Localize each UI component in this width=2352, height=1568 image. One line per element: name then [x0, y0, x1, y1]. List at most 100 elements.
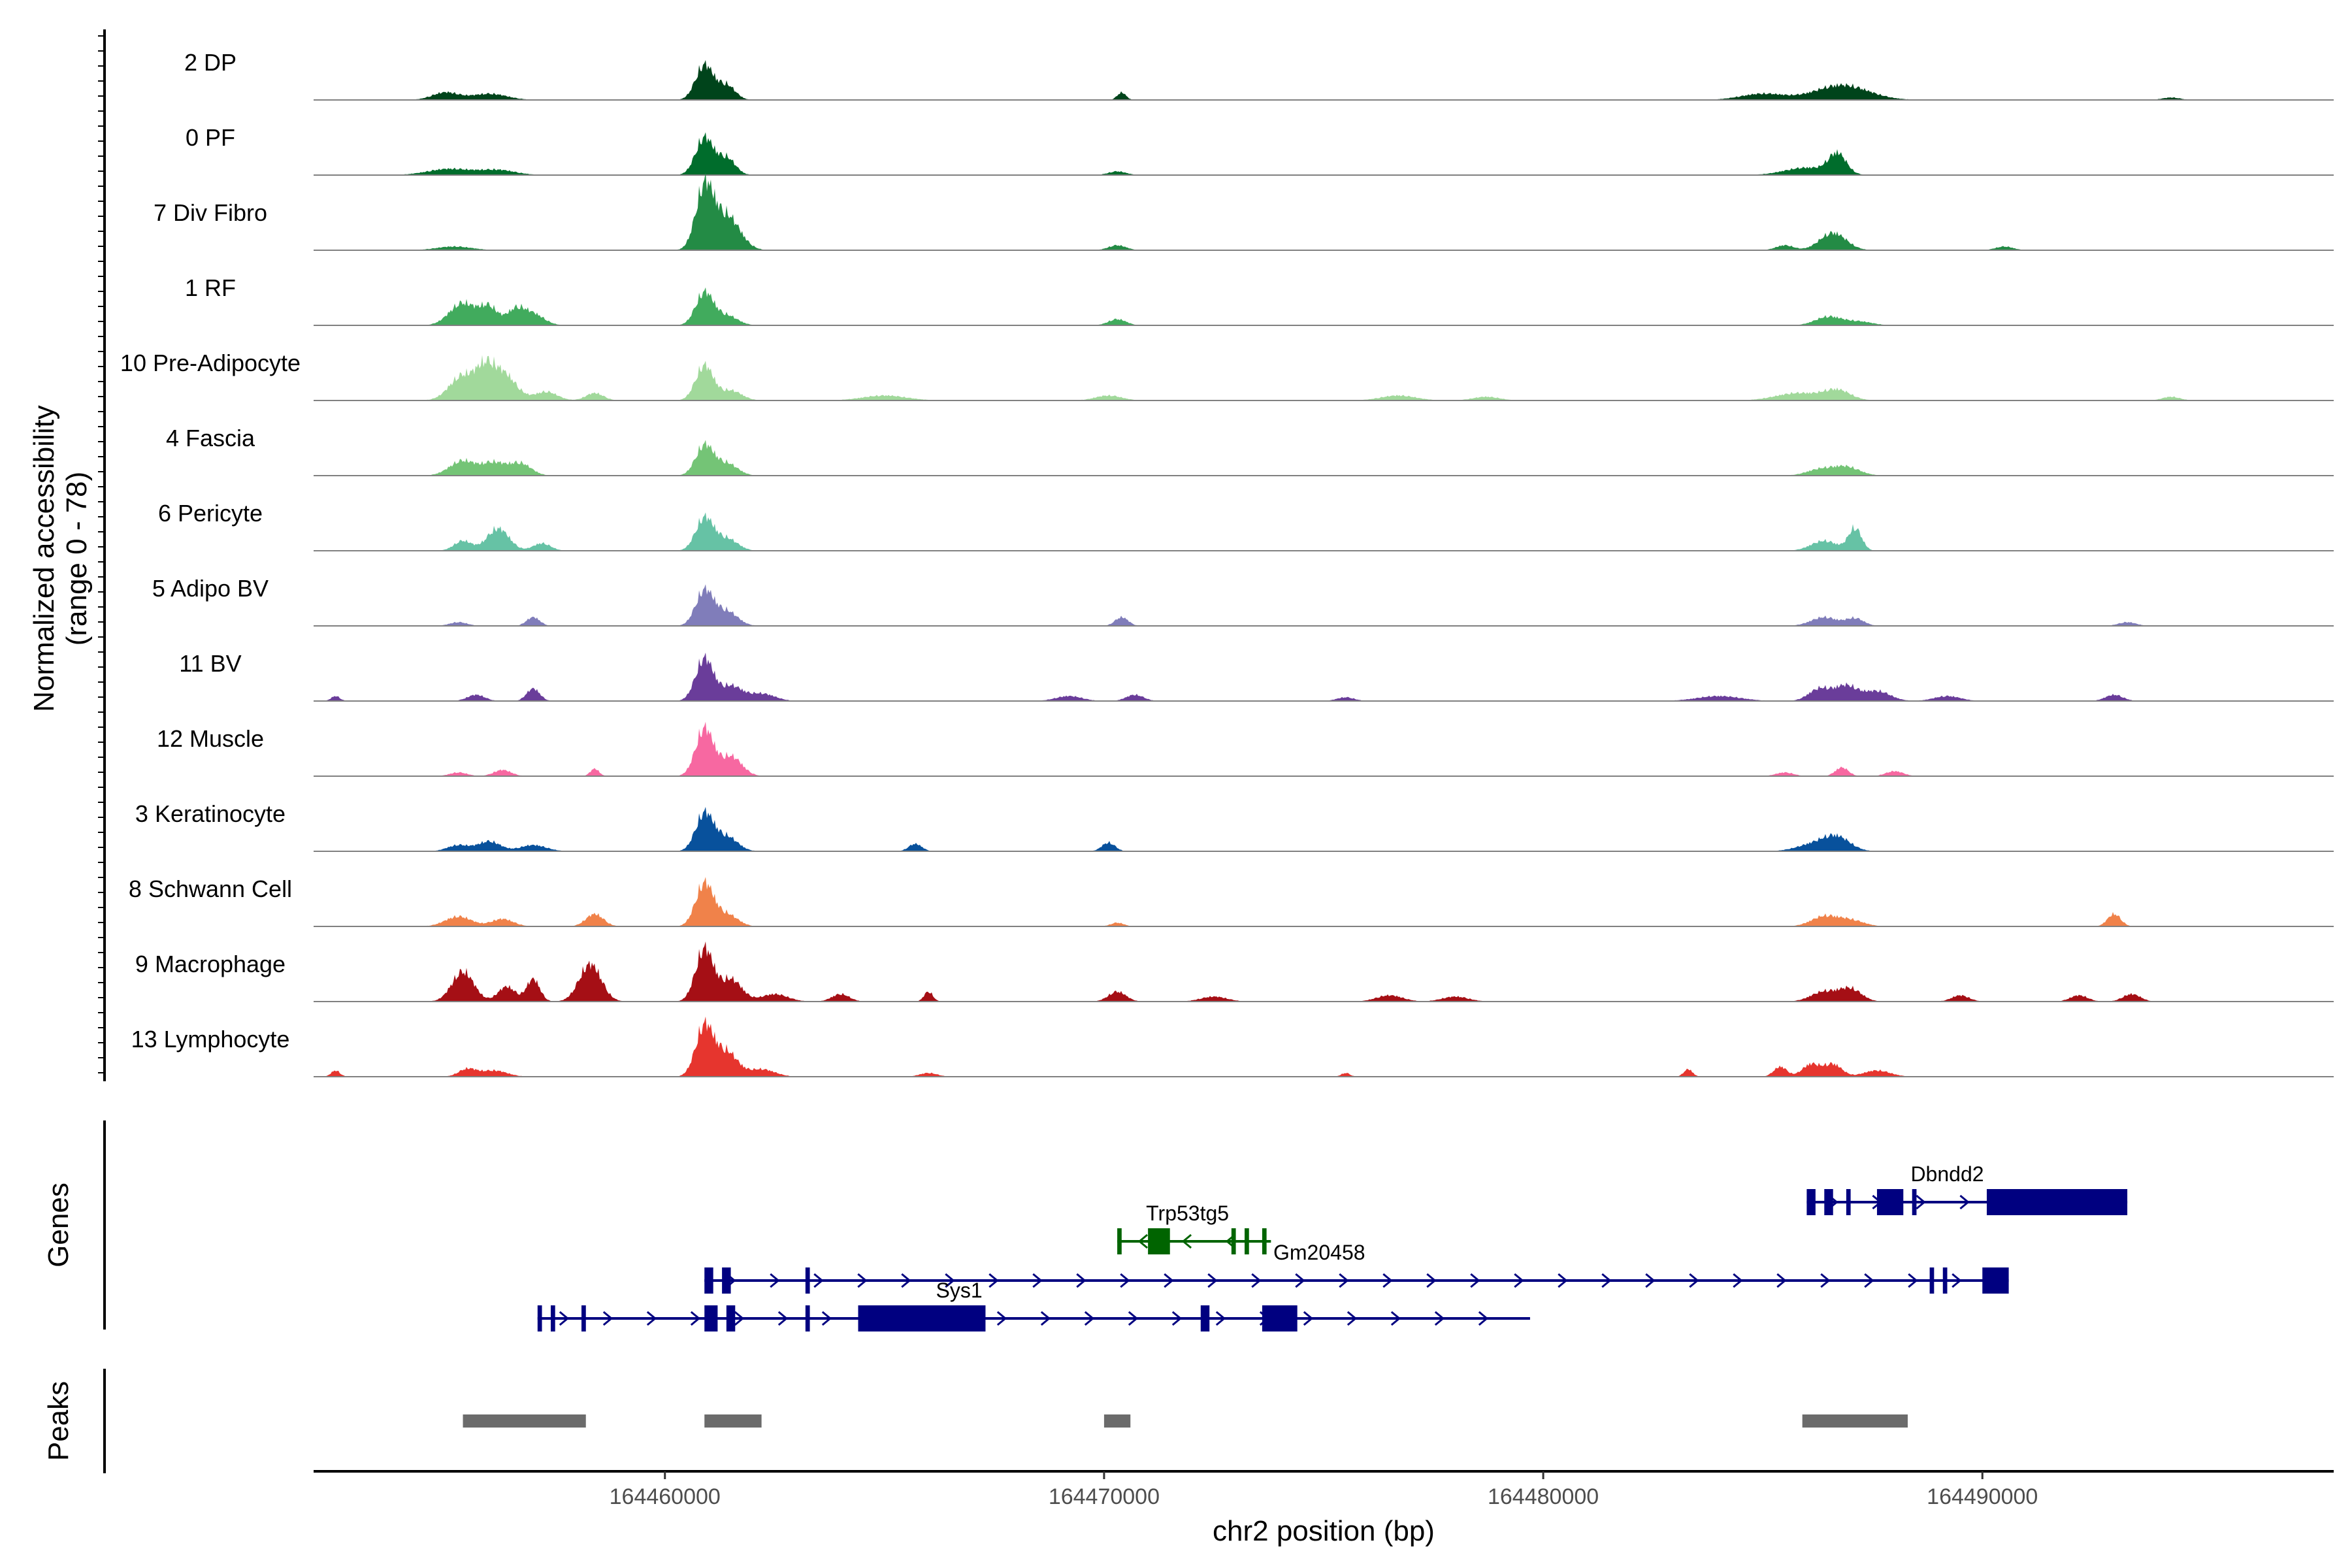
strand-arrow [1171, 1311, 1183, 1326]
peak-region-bar [463, 1414, 586, 1428]
gene-exon [1929, 1267, 1935, 1294]
track-12: 8 Schwann Cell [129, 875, 2334, 927]
x-tick-label: 164470000 [1049, 1484, 1160, 1509]
gene-label: Gm20458 [1273, 1241, 1365, 1264]
strand-arrow [1207, 1273, 1218, 1288]
strand-arrow [1426, 1273, 1437, 1288]
coverage-tracks: 2 DP 0 PF 7 Div Fibro 1 RF 10 Pre-Adipocyte 4… [120, 49, 2334, 1077]
strand-arrow [1558, 1273, 1568, 1288]
gene-exon [805, 1267, 810, 1294]
track-label: 6 Pericyte [158, 500, 263, 527]
peak-region-bar [704, 1414, 762, 1428]
x-tick-label: 164460000 [610, 1484, 721, 1509]
gene-gm20458: Gm20458 [704, 1241, 2009, 1294]
strand-arrow [945, 1273, 955, 1288]
gene-trp53tg5: Trp53tg5 [1117, 1201, 1271, 1254]
strand-arrow [996, 1311, 1007, 1326]
strand-arrow [1776, 1273, 1787, 1288]
strand-arrow [821, 1311, 832, 1326]
strand-arrow [1251, 1273, 1262, 1288]
strand-arrow [1032, 1273, 1043, 1288]
strand-arrow [1864, 1273, 1874, 1288]
track-5: 10 Pre-Adipocyte [120, 350, 2334, 401]
track-label: 1 RF [185, 274, 236, 301]
coverage-area [314, 440, 2334, 476]
track-label: 8 Schwann Cell [129, 875, 292, 902]
coverage-area [314, 941, 2334, 1002]
gene-exon [1986, 1189, 2128, 1215]
coverage-area [314, 287, 2334, 325]
track-6: 4 Fascia [166, 425, 2334, 476]
peak-region-bar [1802, 1414, 1908, 1428]
strand-arrow [1295, 1273, 1305, 1288]
gene-exon [1262, 1305, 1298, 1331]
strand-arrow [857, 1273, 868, 1288]
strand-arrow [1434, 1311, 1445, 1326]
strand-arrow [988, 1273, 999, 1288]
coverage-y-axis [98, 29, 106, 1081]
strand-arrow [777, 1311, 789, 1326]
strand-arrow [646, 1311, 657, 1326]
gene-exon [704, 1267, 713, 1294]
gene-exon [1117, 1228, 1122, 1254]
strand-arrow [1514, 1273, 1524, 1288]
strand-arrow [1382, 1273, 1393, 1288]
strand-arrow [1478, 1311, 1489, 1326]
strand-arrow [770, 1273, 780, 1288]
strand-arrow [1820, 1273, 1831, 1288]
track-11: 3 Keratinocyte [135, 800, 2334, 852]
gene-exon [550, 1305, 555, 1331]
track-label: 9 Macrophage [135, 951, 286, 977]
track-13: 9 Macrophage [135, 941, 2334, 1002]
track-1: 2 DP [184, 49, 2334, 101]
track-label: 2 DP [184, 49, 237, 76]
gene-exon [1942, 1267, 1948, 1294]
coverage-area [314, 584, 2334, 626]
gene-exon [1245, 1228, 1249, 1254]
coverage-area [314, 132, 2334, 175]
coverage-area [314, 512, 2334, 551]
track-label: 13 Lymphocyte [131, 1026, 290, 1053]
strand-arrow [1689, 1273, 1699, 1288]
track-label: 4 Fascia [166, 425, 255, 451]
peak-region-bar [1103, 1414, 1131, 1428]
gene-exon [1846, 1189, 1851, 1215]
strand-arrow [901, 1273, 911, 1288]
genes-axis-title: Genes [42, 1183, 74, 1267]
strand-arrow [813, 1273, 824, 1288]
gene-exon [581, 1305, 586, 1331]
x-tick-label: 164490000 [1927, 1484, 2038, 1509]
x-axis-title: chr2 position (bp) [1213, 1515, 1435, 1547]
gene-dbndd2: Dbndd2 [1806, 1162, 2128, 1215]
strand-arrow [1916, 1194, 1926, 1210]
strand-arrow [1076, 1273, 1086, 1288]
track-7: 6 Pericyte [158, 500, 2334, 551]
peaks-panel: Peaks [42, 1369, 1908, 1473]
strand-arrow [1040, 1311, 1051, 1326]
strand-arrow [1959, 1194, 1970, 1210]
gene-exon [805, 1305, 810, 1331]
peak-regions [463, 1414, 1908, 1428]
strand-arrow [1908, 1273, 1918, 1288]
strand-arrow [1645, 1273, 1656, 1288]
track-label: 5 Adipo BV [152, 575, 269, 602]
track-10: 12 Muscle [157, 721, 2334, 777]
track-label: 3 Keratinocyte [135, 800, 286, 827]
strand-arrow [1137, 1233, 1149, 1249]
strand-arrow [1952, 1273, 1962, 1288]
coverage-area [314, 652, 2334, 701]
track-label: 11 BV [179, 650, 241, 677]
gene-exon [722, 1267, 731, 1294]
strand-arrow [1390, 1311, 1401, 1326]
track-label: 7 Div Fibro [154, 199, 267, 226]
strand-arrow [1120, 1273, 1130, 1288]
strand-arrow [1339, 1273, 1349, 1288]
track-4: 1 RF [185, 274, 2334, 326]
gene-exon [1148, 1228, 1170, 1254]
track-label: 12 Muscle [157, 725, 264, 752]
coverage-area [314, 1016, 2334, 1077]
gene-exon [1806, 1189, 1816, 1215]
track-3: 7 Div Fibro [154, 172, 2334, 251]
